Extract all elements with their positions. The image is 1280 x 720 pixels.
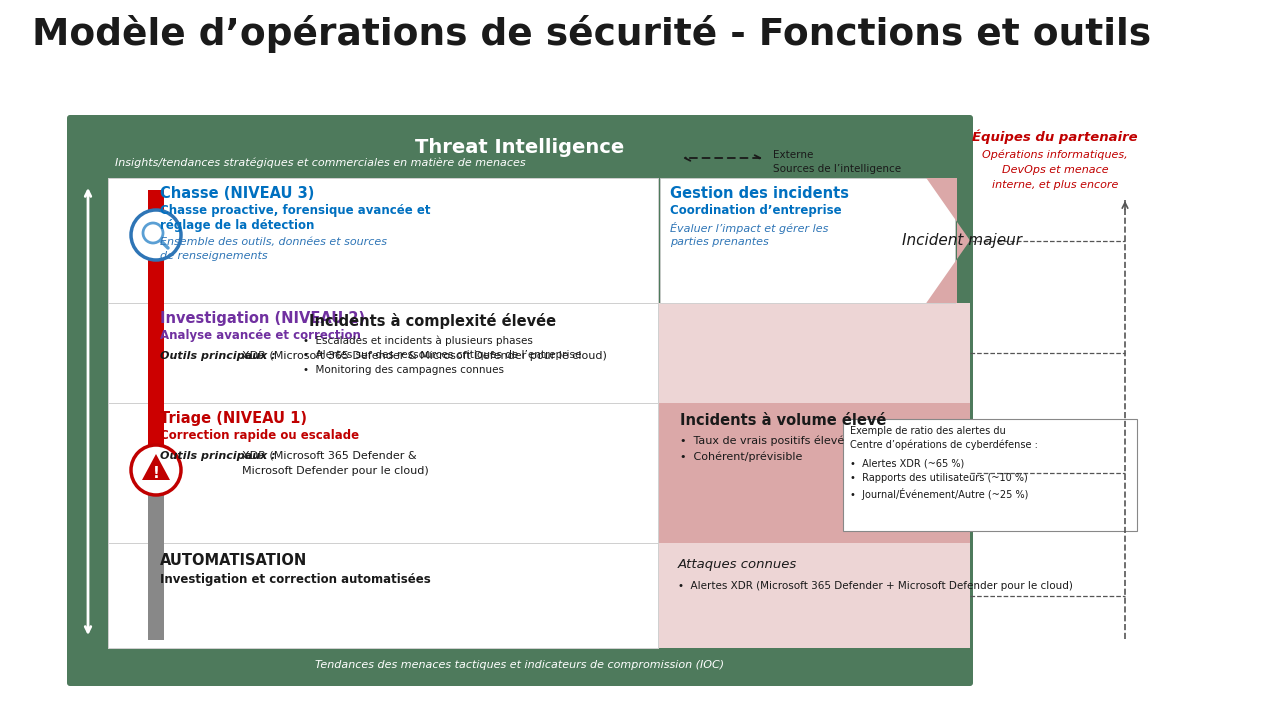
Text: Exemple de ratio des alertes du: Exemple de ratio des alertes du — [850, 426, 1006, 436]
Text: •  Escalades et incidents à plusieurs phases: • Escalades et incidents à plusieurs pha… — [303, 335, 532, 346]
Text: Investigation et correction automatisées: Investigation et correction automatisées — [160, 573, 431, 586]
Text: •  Monitoring des campagnes connues: • Monitoring des campagnes connues — [303, 365, 504, 375]
Text: •  Taux de vrais positifs élevé: • Taux de vrais positifs élevé — [680, 435, 845, 446]
Text: Ensemble des outils, données et sources: Ensemble des outils, données et sources — [160, 237, 387, 247]
Text: •  Cohérent/prévisible: • Cohérent/prévisible — [680, 451, 803, 462]
Bar — [108, 178, 658, 303]
Bar — [108, 178, 658, 303]
Text: Investigation (NIVEAU 2): Investigation (NIVEAU 2) — [160, 311, 365, 326]
Text: •  Journal/Événement/Autre (~25 %): • Journal/Événement/Autre (~25 %) — [850, 488, 1028, 500]
Text: AUTOMATISATION: AUTOMATISATION — [160, 553, 307, 568]
Text: Incident majeur: Incident majeur — [902, 233, 1021, 248]
Bar — [148, 190, 164, 450]
Bar — [108, 543, 658, 648]
Text: •  Alertes XDR (Microsoft 365 Defender + Microsoft Defender pour le cloud): • Alertes XDR (Microsoft 365 Defender + … — [678, 581, 1073, 591]
Text: Outils principaux :: Outils principaux : — [160, 351, 275, 361]
Text: •  Alertes sur des ressources critiques de l’entreprise: • Alertes sur des ressources critiques d… — [303, 350, 581, 360]
Text: Threat Intelligence: Threat Intelligence — [416, 138, 625, 157]
Text: Microsoft Defender pour le cloud): Microsoft Defender pour le cloud) — [242, 466, 429, 476]
Text: Attaques connues: Attaques connues — [678, 558, 797, 571]
Text: XDR (Microsoft 365 Defender &: XDR (Microsoft 365 Defender & — [242, 451, 416, 461]
Circle shape — [131, 210, 180, 260]
Text: XDR (Microsoft 365 Defender & Microsoft Defender pour le cloud): XDR (Microsoft 365 Defender & Microsoft … — [242, 351, 607, 361]
Text: Opérations informatiques,: Opérations informatiques, — [982, 150, 1128, 161]
Text: Équipes du partenaire: Équipes du partenaire — [973, 130, 1138, 145]
Text: de renseignements: de renseignements — [160, 251, 268, 261]
Bar — [70, 648, 970, 683]
Text: Externe: Externe — [773, 150, 813, 160]
Polygon shape — [108, 303, 970, 403]
Polygon shape — [927, 178, 970, 303]
Text: •  Alertes XDR (~65 %): • Alertes XDR (~65 %) — [850, 458, 964, 468]
Bar — [108, 303, 658, 403]
Polygon shape — [108, 403, 970, 543]
Text: Chasse (NIVEAU 3): Chasse (NIVEAU 3) — [160, 186, 315, 201]
Text: Centre d’opérations de cyberdéfense :: Centre d’opérations de cyberdéfense : — [850, 440, 1038, 451]
Polygon shape — [142, 454, 170, 480]
Text: Incidents à complexité élevée: Incidents à complexité élevée — [310, 313, 557, 329]
Bar — [660, 178, 955, 303]
Text: Tendances des menaces tactiques et indicateurs de compromission (IOC): Tendances des menaces tactiques et indic… — [315, 660, 724, 670]
Bar — [108, 303, 658, 403]
Text: Incidents à volume élevé: Incidents à volume élevé — [680, 413, 886, 428]
Circle shape — [131, 445, 180, 495]
Text: interne, et plus encore: interne, et plus encore — [992, 180, 1119, 190]
Text: •  Rapports des utilisateurs (~10 %): • Rapports des utilisateurs (~10 %) — [850, 473, 1028, 483]
Text: Correction rapide ou escalade: Correction rapide ou escalade — [160, 429, 360, 442]
Text: Chasse proactive, forensique avancée et: Chasse proactive, forensique avancée et — [160, 204, 430, 217]
Text: DevOps et menace: DevOps et menace — [1002, 165, 1108, 175]
Bar — [148, 190, 164, 640]
Text: réglage de la détection: réglage de la détection — [160, 219, 315, 232]
Text: Gestion des incidents: Gestion des incidents — [669, 186, 849, 201]
Text: Insights/tendances stratégiques et commerciales en matière de menaces: Insights/tendances stratégiques et comme… — [115, 158, 526, 168]
Text: Évaluer l’impact et gérer les: Évaluer l’impact et gérer les — [669, 222, 828, 234]
Polygon shape — [108, 543, 970, 648]
Text: Analyse avancée et correction: Analyse avancée et correction — [160, 329, 361, 342]
Bar — [70, 118, 970, 178]
Text: Sources de l’intelligence: Sources de l’intelligence — [773, 164, 901, 174]
Bar — [108, 303, 658, 403]
Text: Modèle d’opérations de sécurité - Fonctions et outils: Modèle d’opérations de sécurité - Foncti… — [32, 15, 1151, 53]
Text: Coordination d’entreprise: Coordination d’entreprise — [669, 204, 842, 217]
FancyBboxPatch shape — [67, 115, 973, 686]
Bar — [108, 403, 658, 543]
Bar — [108, 403, 658, 543]
Text: parties prenantes: parties prenantes — [669, 237, 769, 247]
Text: Outils principaux :: Outils principaux : — [160, 451, 275, 461]
Text: Triage (NIVEAU 1): Triage (NIVEAU 1) — [160, 411, 307, 426]
FancyBboxPatch shape — [844, 419, 1137, 531]
Bar — [108, 543, 658, 648]
Text: !: ! — [152, 466, 160, 480]
